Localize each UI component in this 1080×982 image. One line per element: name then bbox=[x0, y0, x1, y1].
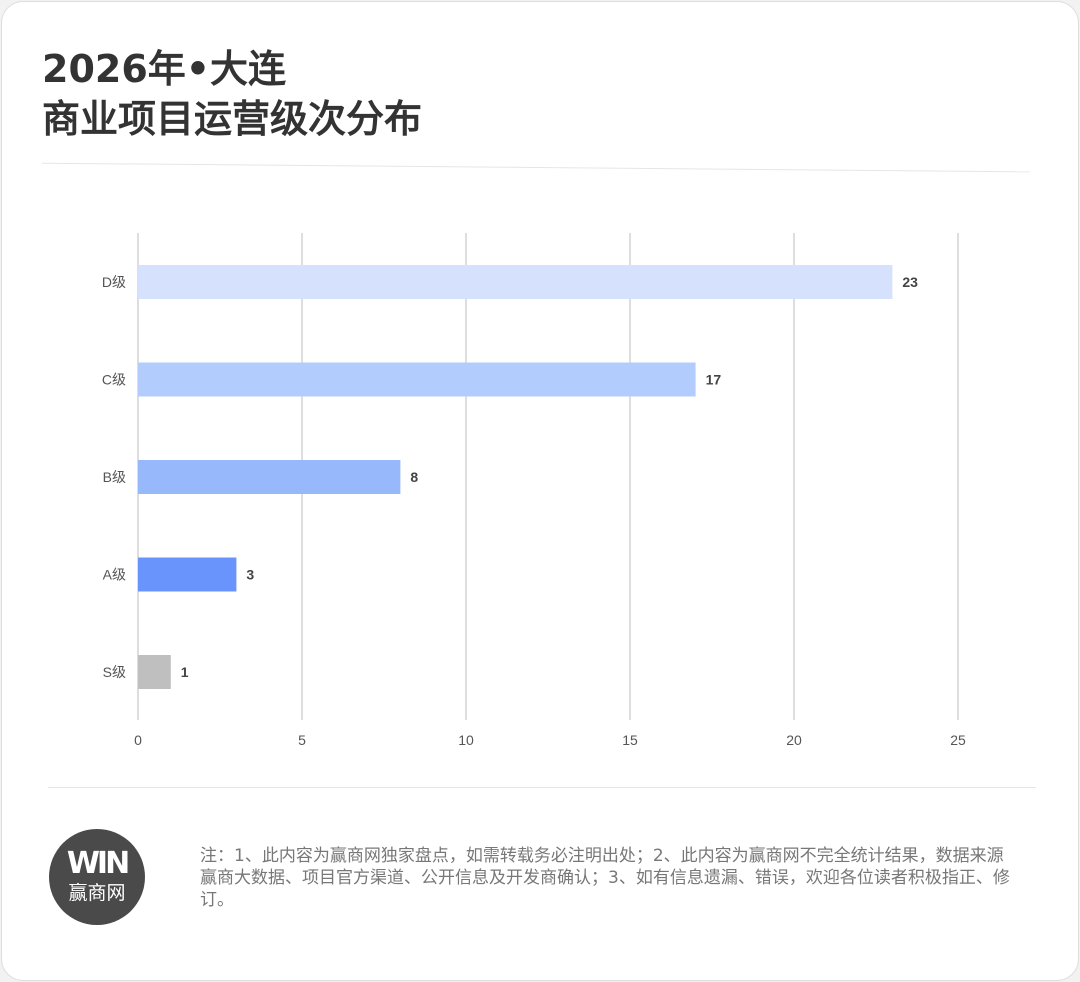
x-tick-label: 15 bbox=[622, 732, 638, 748]
x-tick-label: 5 bbox=[298, 732, 306, 748]
bar bbox=[138, 362, 696, 397]
bar bbox=[138, 557, 237, 592]
x-tick-label: 25 bbox=[950, 732, 966, 748]
y-category-label: C级 bbox=[102, 372, 126, 388]
x-tick-label: 0 bbox=[134, 732, 142, 748]
page-title: 2026年•大连 商业项目运营级次分布 bbox=[42, 44, 422, 144]
x-tick-label: 10 bbox=[458, 732, 474, 748]
logo-mark: WIN bbox=[66, 846, 130, 881]
title-line-1: 2026年•大连 bbox=[42, 47, 287, 91]
bar bbox=[138, 265, 893, 299]
data-label: 3 bbox=[246, 567, 254, 583]
x-tick-label: 20 bbox=[786, 732, 802, 748]
data-label: 17 bbox=[706, 372, 722, 388]
y-category-label: A级 bbox=[103, 567, 126, 583]
bar bbox=[138, 655, 171, 689]
data-label: 23 bbox=[902, 274, 918, 290]
y-category-label: S级 bbox=[103, 664, 126, 680]
data-label: 8 bbox=[410, 469, 418, 485]
logo: WIN 赢商网 bbox=[49, 829, 145, 925]
divider bbox=[48, 787, 1036, 788]
title-line-2: 商业项目运营级次分布 bbox=[42, 97, 423, 141]
logo-name: 赢商网 bbox=[68, 882, 126, 904]
bar bbox=[138, 460, 401, 494]
footnote: 注：1、此内容为赢商网独家盘点，如需转载务必注明出处；2、此内容为赢商网不完全统… bbox=[200, 846, 1010, 910]
data-label: 1 bbox=[181, 664, 189, 680]
y-category-label: B级 bbox=[103, 469, 126, 485]
y-category-label: D级 bbox=[102, 274, 126, 290]
